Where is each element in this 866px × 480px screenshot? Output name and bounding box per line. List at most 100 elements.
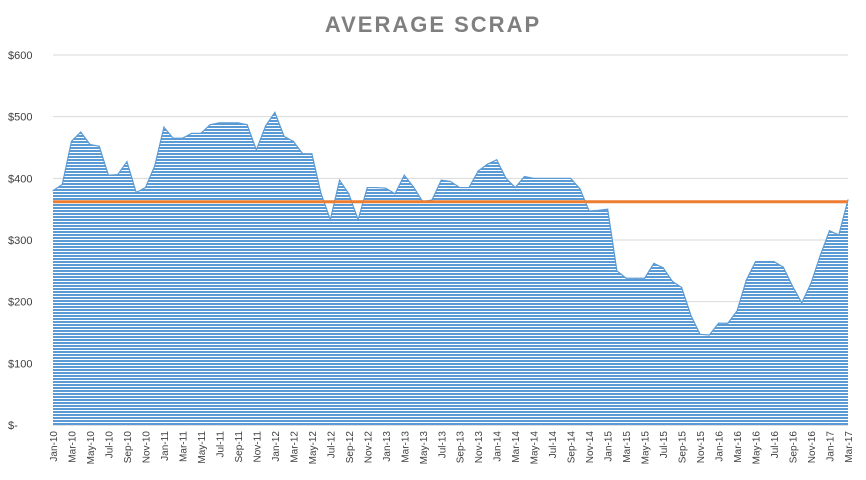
data-point — [782, 266, 784, 268]
data-point — [366, 186, 368, 189]
x-tick-label: Jan-10 — [49, 431, 60, 462]
data-point — [607, 208, 609, 210]
x-tick-label: Jan-13 — [382, 431, 393, 462]
data-point — [338, 179, 341, 181]
x-tick-label: Mar-13 — [400, 431, 411, 463]
y-tick-label: $500 — [8, 112, 32, 124]
y-tick-label: $400 — [8, 173, 32, 185]
x-tick-label: Nov-11 — [252, 431, 263, 463]
data-point — [708, 334, 710, 336]
x-tick-label: May-13 — [419, 431, 430, 465]
data-point — [727, 322, 729, 324]
y-tick-label: $600 — [8, 50, 32, 62]
x-tick-label: Mar-16 — [733, 431, 744, 463]
data-point — [690, 314, 692, 316]
data-point — [200, 132, 202, 134]
data-point — [89, 143, 91, 146]
x-tick-label: Nov-14 — [585, 431, 596, 464]
x-tick-label: Jan-15 — [604, 431, 615, 462]
x-tick-label: May-10 — [86, 431, 97, 465]
data-point — [653, 262, 655, 265]
x-tick-label: Mar-14 — [511, 431, 522, 463]
data-point — [671, 280, 673, 282]
data-point — [375, 186, 378, 189]
x-tick-label: Nov-12 — [363, 431, 374, 464]
data-point — [98, 145, 100, 147]
x-tick-label: Jan-16 — [715, 431, 726, 462]
data-point — [810, 282, 812, 284]
x-tick-label: Nov-13 — [474, 431, 485, 464]
data-point — [542, 177, 544, 179]
data-point — [625, 277, 627, 279]
data-point — [570, 177, 572, 179]
x-tick-label: Jul-11 — [215, 431, 226, 458]
data-point — [440, 179, 442, 181]
data-point — [228, 122, 230, 124]
data-point — [699, 333, 701, 335]
x-axis-labels: Jan-10 Mar-10 May-10 Jul-10 Sep-10 Nov-10 Jan-… — [49, 431, 855, 465]
x-tick-label: Sep-14 — [567, 431, 578, 464]
data-point — [745, 279, 747, 281]
x-tick-label: Sep-13 — [456, 431, 467, 464]
data-point — [154, 165, 156, 167]
data-point — [135, 191, 137, 194]
x-tick-label: Sep-16 — [789, 431, 800, 464]
data-point — [468, 186, 470, 189]
data-point — [126, 161, 128, 163]
chart-title: AVERAGE SCRAP — [324, 12, 542, 37]
data-point — [52, 190, 54, 192]
data-point — [412, 186, 415, 188]
data-point — [616, 270, 618, 272]
x-tick-label: Mar-15 — [622, 431, 633, 463]
data-point — [301, 153, 304, 155]
data-point — [533, 177, 535, 179]
x-tick-label: Nov-16 — [807, 431, 818, 464]
data-point — [828, 230, 831, 232]
data-point — [385, 187, 387, 189]
data-point — [292, 140, 294, 142]
y-tick-label: $300 — [8, 235, 32, 247]
data-point — [311, 153, 313, 155]
x-tick-label: Jul-13 — [437, 431, 448, 459]
x-tick-label: May-14 — [530, 431, 541, 465]
data-point — [320, 193, 322, 195]
x-tick-label: Jan-12 — [271, 431, 282, 462]
data-point — [523, 175, 526, 178]
x-tick-label: May-15 — [641, 431, 652, 465]
x-tick-label: May-16 — [752, 431, 763, 465]
data-point — [505, 177, 507, 179]
data-point — [431, 199, 433, 201]
data-point — [801, 302, 803, 304]
plot-area — [52, 111, 849, 425]
x-tick-label: Sep-10 — [123, 431, 134, 464]
data-point — [477, 170, 479, 172]
data-point — [283, 135, 285, 137]
data-point — [144, 186, 147, 189]
data-point — [80, 131, 82, 133]
x-tick-label: May-12 — [308, 431, 319, 465]
data-point — [847, 199, 849, 201]
x-tick-label: Jul-16 — [770, 431, 781, 459]
data-point — [838, 234, 840, 236]
x-tick-label: Jul-12 — [326, 431, 337, 459]
data-point — [449, 180, 452, 183]
data-point — [736, 310, 738, 312]
x-tick-label: Sep-15 — [678, 431, 689, 464]
data-point — [403, 174, 405, 176]
x-tick-label: Jan-11 — [160, 431, 171, 461]
data-point — [579, 188, 581, 190]
data-point — [717, 322, 720, 324]
y-tick-label: $200 — [8, 297, 32, 309]
data-point — [209, 124, 211, 126]
data-point — [754, 260, 757, 263]
x-tick-label: Nov-15 — [696, 431, 707, 464]
data-point — [107, 174, 110, 176]
data-point — [819, 254, 821, 257]
data-point — [597, 209, 600, 211]
data-point — [514, 186, 516, 189]
data-point — [163, 126, 165, 128]
x-tick-label: Jan-14 — [493, 431, 504, 462]
x-tick-label: Mar-17 — [844, 431, 855, 463]
x-tick-label: Mar-11 — [178, 431, 189, 462]
